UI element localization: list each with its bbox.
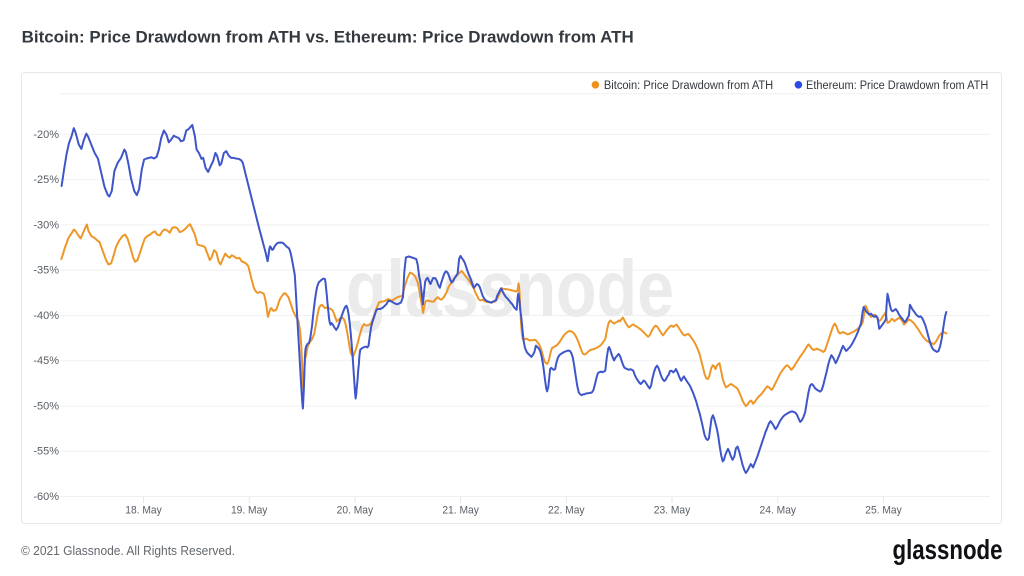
svg-text:-60%: -60% [33,491,59,503]
svg-text:© 2021 Glassnode. All Rights R: © 2021 Glassnode. All Rights Reserved. [21,543,235,558]
svg-text:20. May: 20. May [337,505,374,517]
svg-text:Bitcoin: Price Drawdown from A: Bitcoin: Price Drawdown from ATH vs. Eth… [22,28,634,46]
svg-text:-45%: -45% [33,355,59,367]
svg-text:-55%: -55% [33,446,59,458]
svg-text:-50%: -50% [33,400,59,412]
svg-text:18. May: 18. May [125,505,162,517]
svg-text:25. May: 25. May [865,505,902,517]
svg-text:glassnode: glassnode [893,534,1003,565]
svg-text:23. May: 23. May [654,505,691,517]
svg-text:Ethereum: Price Drawdown from: Ethereum: Price Drawdown from ATH [806,80,988,92]
svg-text:24. May: 24. May [760,505,797,517]
svg-text:Bitcoin: Price Drawdown from A: Bitcoin: Price Drawdown from ATH [604,80,773,92]
svg-text:-40%: -40% [33,310,59,322]
svg-text:19. May: 19. May [231,505,268,517]
svg-text:-35%: -35% [33,265,59,277]
svg-text:22. May: 22. May [548,505,585,517]
svg-text:-20%: -20% [33,129,59,141]
svg-text:-25%: -25% [33,174,59,186]
svg-text:glassnode: glassnode [346,244,674,333]
svg-text:-30%: -30% [33,219,59,231]
svg-text:21. May: 21. May [442,505,479,517]
